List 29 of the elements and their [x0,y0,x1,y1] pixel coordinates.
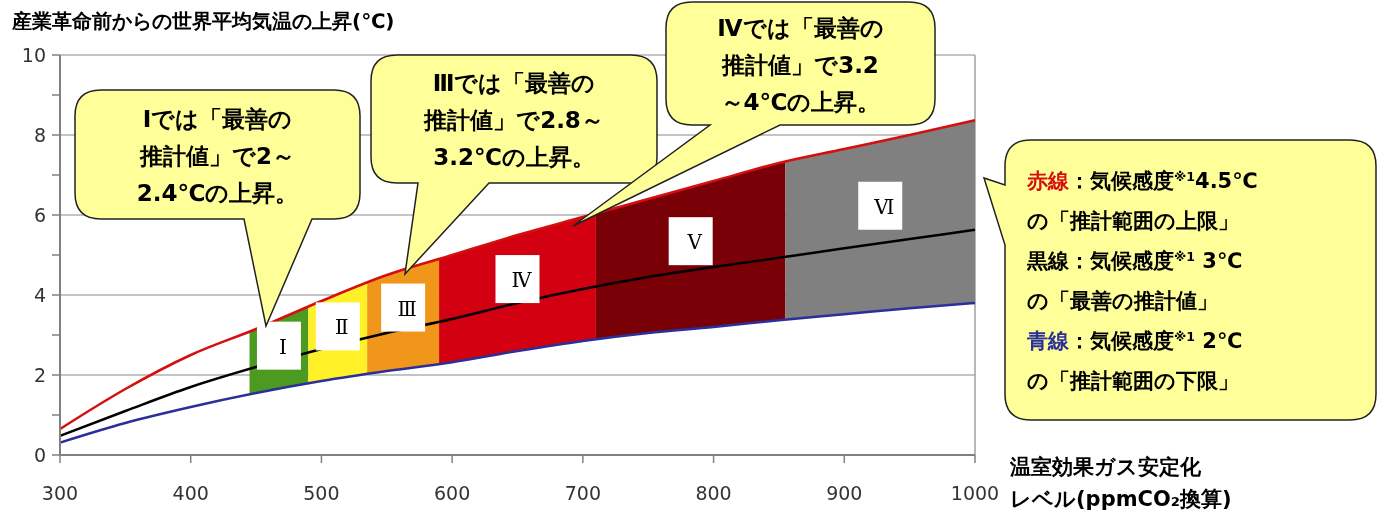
band-label: Ⅳ [511,268,533,293]
y-tick-label: 10 [21,43,46,66]
y-tick-label: 4 [33,283,46,306]
band-label: Ⅴ [686,230,703,255]
x-tick-label: 400 [172,482,209,504]
x-axis-title: 温室効果ガス安定化レベル(ppmCO₂換算) [1009,455,1232,511]
x-tick-label: 700 [564,482,601,504]
x-tick-label: 800 [695,482,732,504]
band-label: Ⅲ [397,296,417,321]
x-tick-label: 1000 [950,482,1000,504]
y-axis-title: 産業革命前からの世界平均気温の上昇(℃) [11,9,395,33]
y-tick-label: 2 [33,363,46,386]
band-label: Ⅵ [873,194,895,219]
x-tick-label: 600 [434,482,471,504]
x-tick-label: 300 [41,482,79,504]
text: 黒線：気候感度$^{※1}$ 3℃の「最善の推計値」 [1026,248,1243,313]
annotation: Ⅲでは「最善の推計値」で2.8～3.2℃の上昇。 [423,70,604,170]
band-label: Ⅱ [334,315,349,340]
y-tick-label: 8 [33,123,46,146]
text: 青線：気候感度$^{※1}$ 2℃の「推計範囲の下限」 [1026,328,1243,393]
y-tick-label: 0 [33,443,46,466]
text: 赤線：気候感度$^{※1}$4.5℃の「推計範囲の上限」 [1026,168,1258,233]
x-tick-label: 500 [303,482,340,504]
annotation: Ⅰでは「最善の推計値」で2～2.4℃の上昇。 [136,105,299,206]
band-label: Ⅰ [278,334,287,359]
x-tick-label: 900 [826,482,863,504]
line-series [58,301,977,444]
annotation: Ⅳでは「最善の推計値」で3.2～4℃の上昇。 [717,14,884,115]
y-tick-label: 6 [33,203,46,226]
